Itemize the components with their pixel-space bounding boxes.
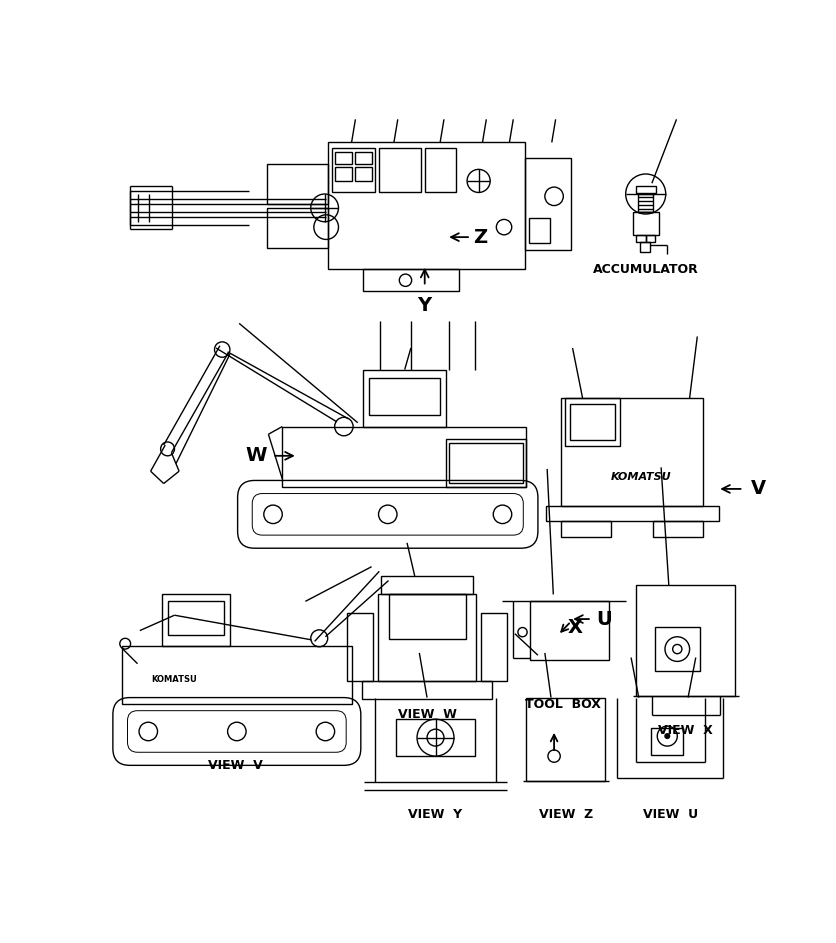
Bar bbox=[282, 426, 526, 487]
Bar bbox=[362, 681, 491, 699]
Text: Z: Z bbox=[472, 227, 487, 247]
Bar bbox=[168, 602, 223, 636]
Bar bbox=[481, 613, 507, 681]
Bar bbox=[354, 167, 371, 181]
Text: V: V bbox=[751, 479, 766, 499]
Bar bbox=[354, 152, 371, 164]
Bar bbox=[334, 152, 351, 164]
Text: KOMATSU: KOMATSU bbox=[610, 472, 670, 482]
Text: X: X bbox=[567, 618, 582, 637]
Bar bbox=[650, 728, 683, 754]
Bar bbox=[524, 157, 570, 250]
Bar bbox=[637, 194, 653, 212]
Bar bbox=[655, 627, 699, 671]
Bar bbox=[378, 148, 421, 192]
Bar bbox=[632, 212, 658, 235]
Bar bbox=[388, 594, 465, 639]
Bar bbox=[377, 594, 476, 681]
Bar bbox=[445, 438, 526, 487]
Bar bbox=[267, 207, 328, 248]
Bar bbox=[545, 505, 718, 521]
Text: VIEW  V: VIEW V bbox=[207, 759, 263, 772]
Bar bbox=[334, 167, 351, 181]
Text: VIEW  Y: VIEW Y bbox=[408, 808, 462, 821]
Text: VIEW  U: VIEW U bbox=[642, 808, 697, 821]
Bar bbox=[640, 241, 650, 252]
Bar bbox=[569, 405, 614, 439]
Bar bbox=[635, 586, 734, 696]
Text: VIEW  Z: VIEW Z bbox=[538, 808, 592, 821]
Bar bbox=[369, 378, 440, 415]
Bar bbox=[653, 521, 702, 537]
Text: U: U bbox=[596, 609, 611, 629]
Bar bbox=[267, 164, 328, 204]
Bar bbox=[635, 235, 645, 241]
Text: Y: Y bbox=[417, 296, 431, 315]
Bar bbox=[635, 186, 655, 193]
Text: VIEW  W: VIEW W bbox=[397, 708, 456, 721]
Bar bbox=[122, 646, 351, 703]
Bar bbox=[332, 148, 375, 192]
Bar bbox=[564, 398, 619, 446]
Bar bbox=[526, 698, 604, 781]
Bar bbox=[645, 235, 655, 241]
Bar bbox=[380, 576, 472, 594]
Text: W: W bbox=[245, 446, 267, 465]
Bar bbox=[363, 270, 459, 291]
Text: ACCUMULATOR: ACCUMULATOR bbox=[592, 263, 698, 276]
Text: KOMATSU: KOMATSU bbox=[151, 674, 197, 684]
Bar bbox=[328, 142, 524, 270]
Text: TOOL  BOX: TOOL BOX bbox=[524, 699, 599, 711]
Bar bbox=[449, 442, 522, 483]
Circle shape bbox=[664, 734, 669, 738]
Bar bbox=[395, 720, 474, 756]
Bar bbox=[347, 613, 373, 681]
Bar bbox=[560, 521, 610, 537]
Bar bbox=[528, 218, 549, 242]
Bar bbox=[560, 398, 702, 505]
Text: VIEW  X: VIEW X bbox=[658, 724, 712, 736]
Bar bbox=[529, 601, 608, 660]
Bar bbox=[363, 370, 446, 426]
Bar bbox=[162, 594, 230, 646]
Bar bbox=[424, 148, 455, 192]
